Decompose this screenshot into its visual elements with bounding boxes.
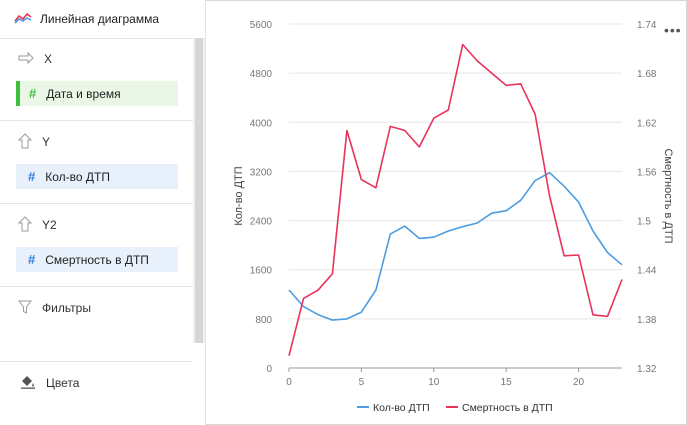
y2-section: Y2 <box>0 215 193 235</box>
paint-bucket-icon <box>20 375 36 392</box>
y2-field-chip[interactable]: # Смертность в ДТП <box>16 247 178 272</box>
filter-funnel-icon <box>18 300 32 317</box>
series-line-accidents <box>288 171 623 321</box>
legend-item-label: Смертность в ДТП <box>462 402 553 414</box>
sidebar-scrollbar-thumb[interactable] <box>195 38 203 343</box>
y-axis-title: Кол-во ДТП <box>233 166 245 225</box>
x-section: X <box>0 49 193 69</box>
arrow-up-icon <box>17 215 33 235</box>
chart-type-label: Линейная диаграмма <box>40 12 159 26</box>
y-tick-label: 800 <box>255 315 272 326</box>
divider <box>0 361 193 362</box>
chart-type-selector[interactable]: Линейная диаграмма <box>0 0 205 39</box>
arrow-up-icon <box>17 132 33 152</box>
divider <box>0 203 193 204</box>
y2-tick-label: 1.5 <box>637 217 651 228</box>
y-section-label: Y <box>42 135 51 149</box>
y2-tick-label: 1.74 <box>637 20 657 31</box>
line-chart-icon <box>14 12 32 27</box>
y-tick-label: 0 <box>266 364 272 375</box>
y2-field-label: Смертность в ДТП <box>45 252 149 267</box>
y-tick-label: 1600 <box>250 266 273 277</box>
y-field-label: Кол-во ДТП <box>45 169 110 184</box>
more-options-button[interactable]: ••• <box>664 22 682 38</box>
divider <box>0 120 193 121</box>
y-tick-label: 4800 <box>250 69 273 80</box>
sidebar: Линейная диаграмма X # Дата и время Y # … <box>0 0 206 425</box>
y2-tick-label: 1.38 <box>637 315 657 326</box>
measure-hash-icon: # <box>28 169 36 184</box>
y2-axis-title: Смертность в ДТП <box>662 148 674 243</box>
filters-label: Фильтры <box>42 301 91 315</box>
colors-label: Цвета <box>46 376 80 390</box>
x-tick-label: 0 <box>286 377 292 388</box>
legend-item-label: Кол-во ДТП <box>373 402 430 414</box>
y-tick-label: 5600 <box>250 20 273 31</box>
filters-section[interactable]: Фильтры <box>0 298 193 318</box>
y2-tick-label: 1.62 <box>637 118 657 129</box>
x-field-label: Дата и время <box>46 86 121 101</box>
x-tick-label: 10 <box>428 377 440 388</box>
arrow-right-icon <box>18 51 34 67</box>
x-field-chip[interactable]: # Дата и время <box>16 81 178 106</box>
x-tick-label: 20 <box>573 377 585 388</box>
x-section-label: X <box>44 52 53 66</box>
series-line-mortality <box>288 43 623 356</box>
y2-tick-label: 1.32 <box>637 364 657 375</box>
y2-tick-label: 1.56 <box>637 167 657 178</box>
measure-hash-icon: # <box>28 252 36 267</box>
y-tick-label: 3200 <box>250 167 273 178</box>
y-section: Y <box>0 132 193 152</box>
y2-tick-label: 1.68 <box>637 69 657 80</box>
y2-section-label: Y2 <box>42 218 57 232</box>
y-tick-label: 2400 <box>250 217 273 228</box>
colors-section[interactable]: Цвета <box>0 372 79 394</box>
divider <box>0 286 193 287</box>
y-field-chip[interactable]: # Кол-во ДТП <box>16 164 178 189</box>
dimension-hash-icon: # <box>29 86 37 101</box>
x-tick-label: 15 <box>501 377 513 388</box>
x-tick-label: 5 <box>359 377 365 388</box>
y2-tick-label: 1.44 <box>637 266 657 277</box>
y-tick-label: 4000 <box>250 118 273 129</box>
